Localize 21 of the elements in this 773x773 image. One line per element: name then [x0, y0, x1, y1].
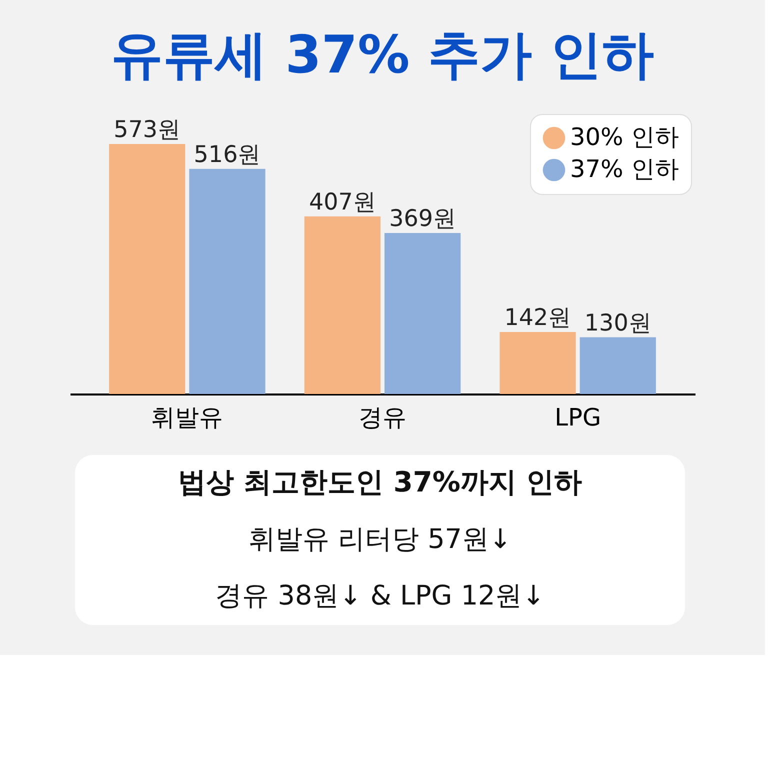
bar — [384, 233, 461, 394]
text: 경유 38원↓ & LPG 12원↓ — [215, 580, 545, 612]
data-label: 142원 — [504, 305, 572, 332]
data-label: 516원 — [194, 142, 261, 168]
x-tick-label: 휘발유 — [151, 404, 224, 432]
bar — [189, 168, 266, 394]
bar — [500, 332, 576, 394]
legend-label: 30% 인하 — [570, 123, 679, 151]
bar — [304, 216, 380, 394]
bar — [580, 337, 656, 394]
data-label: 130원 — [584, 310, 652, 336]
data-label: 369원 — [389, 206, 456, 232]
chart-title: 유류세 37% 추가 인하 — [111, 26, 654, 86]
legend-label: 37% 인하 — [570, 155, 679, 183]
text: 휘발유 리터당 57원↓ — [248, 524, 512, 555]
x-tick-label: LPG — [554, 404, 602, 432]
bar — [109, 144, 186, 394]
data-label: 573원 — [114, 117, 181, 143]
x-tick-label: 경유 — [358, 404, 406, 432]
text: 법상 최고한도인 37%까지 인하 — [178, 465, 582, 498]
data-label: 407원 — [308, 189, 376, 216]
